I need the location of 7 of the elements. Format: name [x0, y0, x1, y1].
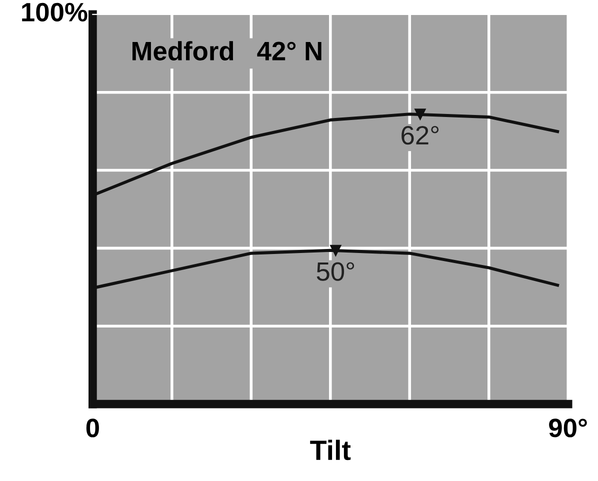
x-tick-label: 90°	[549, 418, 587, 438]
annotation: 50°	[316, 262, 354, 281]
annotation: 62°	[402, 126, 439, 145]
chart-title: Medford 42° N	[132, 41, 322, 60]
text: 100%	[22, 2, 88, 22]
x-axis-title: Tilt	[310, 440, 351, 460]
x-tick-label: 0	[86, 418, 99, 438]
